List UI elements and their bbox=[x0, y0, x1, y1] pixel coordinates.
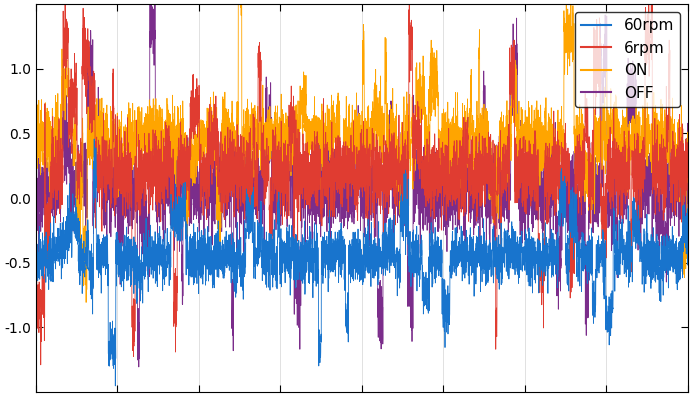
60rpm bbox=[281, 247, 289, 251]
6rpm bbox=[281, 156, 289, 161]
OFF bbox=[135, 365, 143, 369]
Line: OFF: OFF bbox=[36, 0, 688, 367]
60rpm bbox=[150, 244, 158, 249]
OFF bbox=[150, 40, 158, 45]
60rpm bbox=[90, 137, 98, 141]
6rpm bbox=[150, 161, 158, 166]
ON bbox=[32, 132, 40, 137]
Legend: 60rpm, 6rpm, ON, OFF: 60rpm, 6rpm, ON, OFF bbox=[575, 12, 680, 107]
6rpm bbox=[32, 185, 40, 190]
OFF bbox=[684, 205, 692, 210]
60rpm bbox=[684, 218, 692, 223]
OFF bbox=[568, 154, 576, 159]
6rpm bbox=[456, 162, 464, 167]
Line: 6rpm: 6rpm bbox=[36, 0, 688, 365]
Line: 60rpm: 60rpm bbox=[36, 139, 688, 386]
60rpm bbox=[518, 250, 527, 255]
ON bbox=[518, 107, 527, 112]
60rpm bbox=[568, 204, 576, 208]
ON bbox=[281, 165, 289, 170]
60rpm bbox=[456, 259, 464, 264]
OFF bbox=[456, 165, 464, 169]
ON bbox=[150, 134, 158, 139]
OFF bbox=[423, 228, 431, 233]
ON bbox=[684, 134, 692, 139]
Line: ON: ON bbox=[36, 0, 688, 303]
ON bbox=[568, 28, 576, 32]
ON bbox=[456, 175, 464, 180]
6rpm bbox=[423, 137, 431, 141]
6rpm bbox=[518, 168, 527, 173]
ON bbox=[423, 167, 431, 172]
OFF bbox=[32, 177, 40, 181]
OFF bbox=[281, 157, 289, 162]
6rpm bbox=[37, 362, 45, 367]
6rpm bbox=[568, 285, 576, 290]
60rpm bbox=[111, 384, 120, 388]
6rpm bbox=[684, 187, 692, 192]
ON bbox=[82, 300, 90, 305]
60rpm bbox=[423, 276, 431, 281]
OFF bbox=[518, 234, 527, 239]
60rpm bbox=[32, 254, 40, 259]
